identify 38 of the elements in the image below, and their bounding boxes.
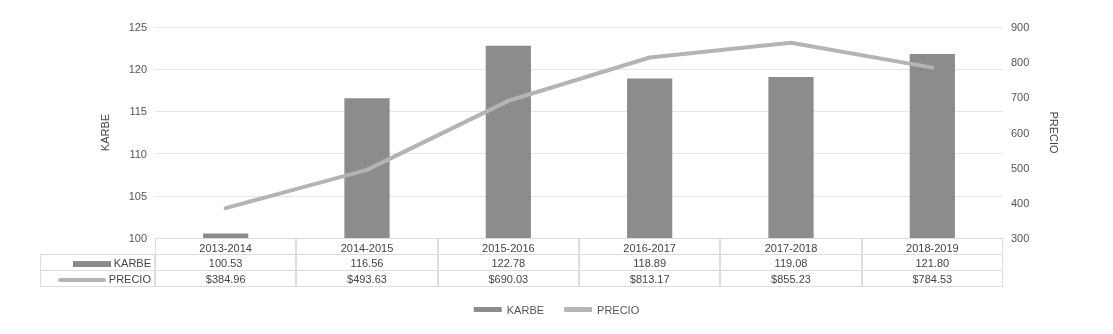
y2-tick-label: 700 [1011, 91, 1030, 104]
y-tick-label: 120 [128, 63, 147, 76]
x-tick-label: 2013-2014 [199, 241, 252, 254]
x-tick-label: 2017-2018 [764, 241, 818, 254]
data-label: 121.80 [861, 254, 1003, 271]
data-label: $690.03 [437, 270, 579, 287]
data-label: 116.56 [296, 254, 438, 271]
y-tick-label: 115 [129, 105, 147, 118]
data-label: $384.96 [155, 270, 297, 287]
x-tick-label: 2016-2017 [623, 241, 676, 254]
y2-tick-label: 400 [1011, 196, 1030, 209]
data-label: $813.17 [579, 270, 721, 287]
data-label: 122.78 [437, 254, 579, 271]
text: KARBE [506, 303, 545, 316]
y2-tick-label: 500 [1011, 161, 1030, 174]
x-tick-label: 2014-2015 [340, 241, 394, 254]
y2-tick-label: 900 [1011, 21, 1030, 33]
x-tick-label: 2018-2019 [906, 241, 959, 254]
y2-tick-label: 800 [1011, 56, 1030, 69]
data-label: 119.08 [720, 254, 862, 271]
data-label: 118.89 [579, 254, 721, 271]
data-label: $855.23 [720, 270, 862, 287]
line-series [223, 40, 935, 211]
y-tick-label: 125 [128, 21, 147, 33]
data-label: $493.63 [296, 270, 438, 287]
y-tick-label: 100 [128, 232, 147, 244]
x-tick-label: 2015-2016 [482, 241, 535, 254]
data-label: $784.53 [861, 270, 1003, 287]
legend-label: KARBE [40, 254, 155, 271]
y-axis-title: KARBE [98, 113, 111, 152]
y-tick-label: 105 [128, 189, 147, 202]
y-tick-label: 110 [129, 147, 147, 160]
data-label: 100.53 [155, 254, 297, 271]
text: PRECIO [108, 273, 151, 285]
legend-label: PRECIO [597, 303, 640, 316]
y2-axis-title: PRECIO [1047, 111, 1060, 155]
y2-tick-label: 300 [1011, 232, 1030, 244]
y2-tick-label: 600 [1011, 126, 1030, 139]
